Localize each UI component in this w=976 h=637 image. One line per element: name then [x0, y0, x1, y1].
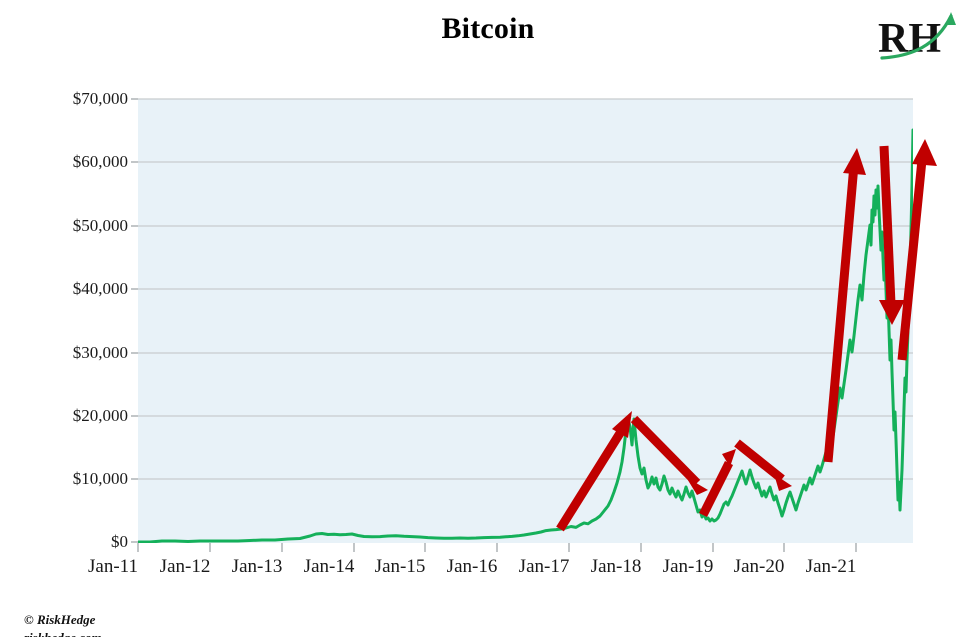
arrow-rally-2017-shaft: [556, 427, 626, 532]
arrowhead-rally-2021: [843, 148, 866, 175]
y-tick-label: $30,000: [72, 343, 128, 362]
arrow-decline-2019-shaft: [734, 439, 785, 483]
y-axis-ticks: [131, 98, 138, 543]
price-line: [138, 128, 913, 543]
x-tick-label: Jan-19: [662, 556, 714, 577]
x-tick-label: Jan-21: [805, 556, 857, 577]
logo-arrow-head: [946, 12, 956, 25]
price-series: [138, 128, 913, 543]
y-tick-label: $40,000: [72, 279, 128, 298]
y-tick-label: $50,000: [72, 216, 128, 235]
y-tick-label: $20,000: [72, 406, 128, 425]
y-tick-label: $0: [111, 532, 128, 551]
arrow-rally-2021-shaft: [823, 164, 859, 463]
arrow-crash-2021-shaft: [879, 145, 896, 305]
x-tick-label: Jan-15: [374, 556, 426, 577]
riskhedge-logo: RH: [878, 12, 956, 62]
x-tick-label: Jan-13: [231, 556, 283, 577]
y-tick-label: $70,000: [72, 89, 128, 108]
arrow-rally-2019-shaft: [698, 460, 734, 518]
arrowhead-recovery-2021: [912, 139, 937, 166]
y-tick-label: $60,000: [72, 152, 128, 171]
page-title: Bitcoin: [441, 12, 535, 45]
x-tick-label: Jan-18: [590, 556, 642, 577]
trend-arrowheads: [612, 139, 937, 495]
arrowhead-rally-2019: [722, 449, 736, 467]
x-tick-label: Jan-11: [88, 556, 138, 577]
x-tick-label: Jan-20: [733, 556, 785, 577]
arrowhead-decline-2019: [774, 474, 792, 491]
trend-arrows: [556, 145, 927, 532]
x-tick-label: Jan-17: [518, 556, 570, 577]
copyright-credit-secondary: riskhedge.com: [24, 630, 102, 637]
arrow-crash-2018-shaft: [630, 415, 701, 487]
arrowhead-crash-2021: [879, 300, 905, 325]
x-tick-label: Jan-16: [446, 556, 498, 577]
x-tick-label: Jan-12: [159, 556, 211, 577]
gridlines: [138, 98, 913, 480]
x-tick-label: Jan-14: [303, 556, 355, 577]
x-axis-ticks: [137, 543, 857, 552]
arrowhead-crash-2018: [686, 477, 708, 495]
y-tick-label: $10,000: [72, 469, 128, 488]
plot-background: [138, 99, 913, 543]
arrowhead-rally-2017: [612, 411, 632, 438]
arrow-recovery-2021-shaft: [897, 159, 927, 361]
copyright-credit: © RiskHedge: [24, 612, 96, 627]
